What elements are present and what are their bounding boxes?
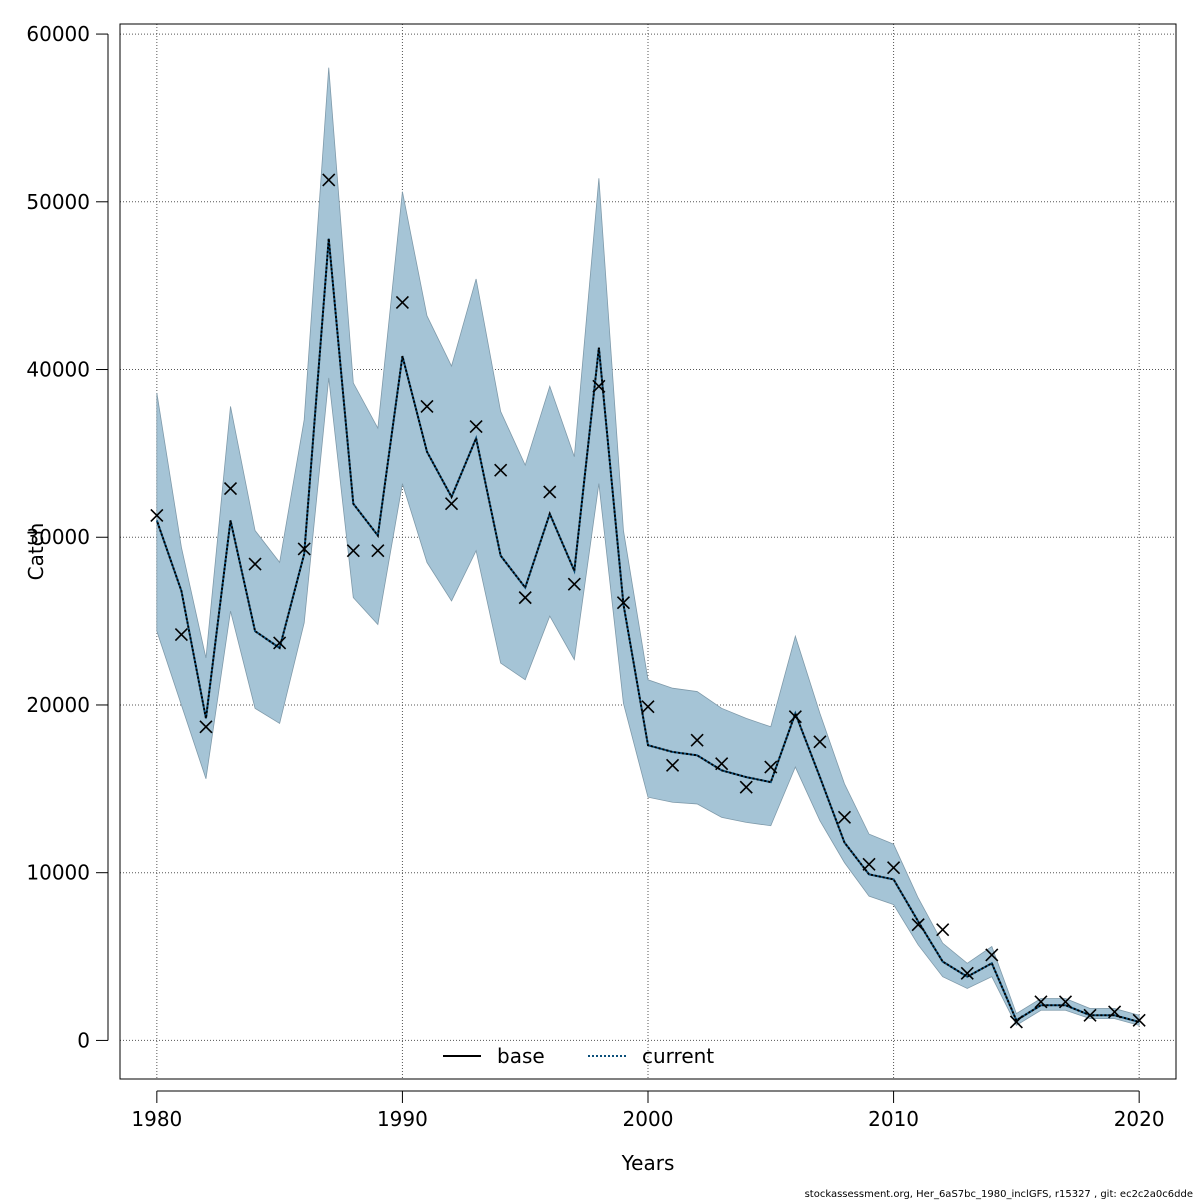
series-line-current-overlay — [155, 238, 1140, 1023]
y-tick-label-20000: 20000 — [26, 693, 90, 717]
observed-point-2005 — [764, 760, 778, 774]
observed-point-1985 — [273, 636, 287, 650]
observed-point-2006 — [788, 710, 802, 724]
x-axis-title: Years — [621, 1151, 675, 1175]
observed-point-2012 — [936, 923, 950, 937]
observed-point-1987 — [322, 173, 336, 187]
x-tick-label-1980: 1980 — [131, 1107, 182, 1131]
y-tick-label-60000: 60000 — [26, 22, 90, 46]
observed-point-2000 — [641, 700, 655, 714]
y-axis: 0 10000 20000 30000 40000 50000 60000 — [26, 22, 109, 1052]
legend-label-current: current — [642, 1044, 714, 1068]
observed-point-1983 — [223, 482, 238, 496]
observed-point-2009 — [862, 857, 876, 871]
observed-point-1989 — [371, 544, 385, 558]
confidence-band — [156, 67, 1140, 1026]
observed-point-2015 — [1009, 1015, 1023, 1029]
observed-point-2004 — [739, 780, 753, 794]
observed-point-1991 — [420, 399, 434, 413]
observed-point-2011 — [911, 918, 925, 932]
y-tick-label-40000: 40000 — [26, 358, 90, 382]
observed-point-2001 — [665, 758, 680, 772]
x-tick-label-2020: 2020 — [1114, 1107, 1165, 1131]
observed-points-layer — [150, 173, 1146, 1029]
observed-point-2014 — [985, 948, 999, 962]
observed-point-1981 — [174, 627, 188, 642]
observed-point-1990 — [395, 295, 409, 309]
observed-point-2013 — [960, 966, 974, 980]
observed-point-1995 — [518, 591, 532, 605]
confidence-band-layer — [156, 67, 1140, 1026]
observed-point-2008 — [837, 810, 852, 824]
footer-credit: stockassessment.org, Her_6aS7bc_1980_inc… — [805, 1189, 1193, 1200]
y-tick-label-50000: 50000 — [26, 190, 90, 214]
observed-point-1984 — [248, 557, 262, 571]
observed-point-2007 — [813, 735, 827, 749]
observed-point-2003 — [715, 757, 729, 771]
y-tick-label-10000: 10000 — [26, 861, 90, 885]
observed-point-1980 — [150, 508, 164, 523]
y-tick-label-0: 0 — [77, 1028, 90, 1052]
observed-point-2020 — [1132, 1013, 1146, 1027]
x-tick-label-2010: 2010 — [868, 1107, 919, 1131]
observed-point-2016 — [1034, 995, 1048, 1009]
x-tick-label-1990: 1990 — [377, 1107, 428, 1131]
plot-frame — [119, 23, 1177, 1080]
observed-point-1999 — [616, 596, 631, 610]
x-tick-label-2000: 2000 — [623, 1107, 674, 1131]
series-lines-layer — [155, 238, 1140, 1023]
observed-point-1986 — [297, 542, 311, 556]
y-tick-label-30000: 30000 — [26, 525, 90, 549]
y-axis-title: Catch — [24, 523, 48, 581]
observed-point-1992 — [444, 497, 459, 511]
observed-point-2019 — [1108, 1005, 1122, 1019]
observed-point-2017 — [1058, 995, 1073, 1009]
observed-point-1988 — [346, 544, 360, 558]
observed-point-2018 — [1083, 1008, 1097, 1022]
x-axis: 1980 1990 2000 2010 2020 — [131, 1090, 1165, 1131]
observed-point-1998 — [592, 379, 606, 393]
legend-label-base: base — [497, 1044, 545, 1068]
observed-point-1997 — [567, 577, 581, 591]
observed-point-1994 — [494, 463, 508, 477]
observed-point-2002 — [690, 733, 704, 747]
observed-point-1996 — [543, 485, 557, 499]
legend: base current — [443, 1044, 714, 1068]
grid-lines — [120, 24, 1176, 1079]
observed-point-1982 — [199, 720, 213, 734]
observed-point-1993 — [469, 419, 483, 434]
observed-point-2010 — [887, 861, 901, 875]
